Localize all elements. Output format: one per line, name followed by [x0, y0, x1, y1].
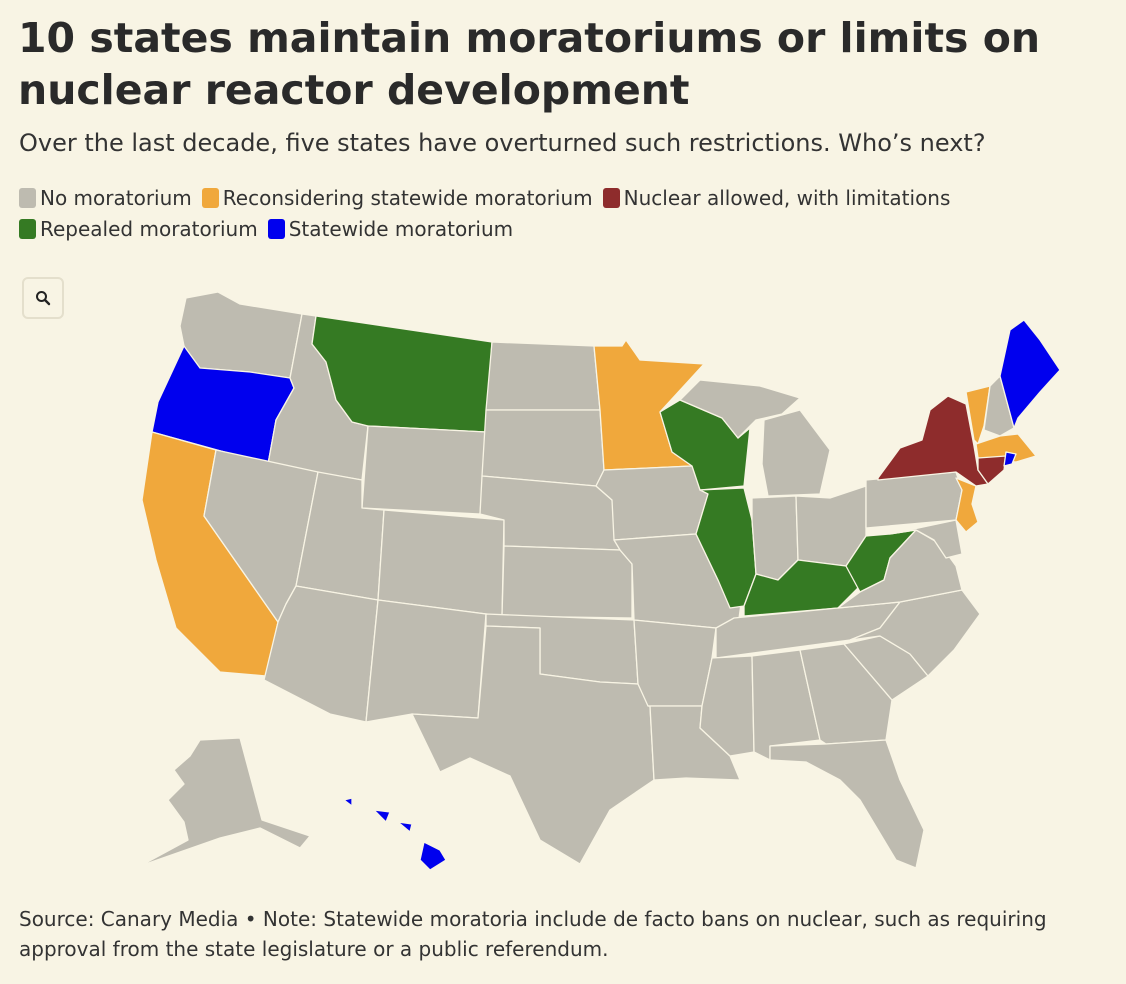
legend-label: No moratorium	[40, 186, 192, 210]
state-michigan[interactable]	[679, 379, 831, 497]
chart-subtitle: Over the last decade, five states have o…	[19, 129, 986, 157]
state-vermont[interactable]	[965, 385, 991, 445]
state-new-york[interactable]	[877, 395, 989, 487]
state-florida[interactable]	[769, 739, 925, 869]
legend-swatch	[201, 188, 219, 208]
search-icon	[36, 291, 51, 306]
legend-label: Statewide moratorium	[288, 217, 514, 241]
legend-label: Nuclear allowed, with limitations	[623, 186, 951, 210]
state-arkansas[interactable]	[633, 619, 717, 707]
state-rhode-island[interactable]	[1003, 451, 1017, 467]
legend-row: Repealed moratorium Statewide moratorium	[19, 216, 513, 242]
state-new-jersey[interactable]	[955, 477, 979, 533]
state-kansas[interactable]	[501, 545, 633, 619]
legend-item-statewide-moratorium: Statewide moratorium	[267, 216, 514, 242]
state-illinois[interactable]	[695, 487, 757, 609]
state-alaska[interactable]	[139, 737, 311, 867]
legend-swatch	[19, 188, 36, 208]
legend-item-reconsidering: Reconsidering statewide moratorium	[201, 185, 593, 211]
us-map	[139, 291, 1061, 871]
legend-swatch	[267, 219, 285, 239]
chart-title: 10 states maintain moratoriums or limits…	[18, 14, 1041, 114]
legend-swatch	[19, 219, 36, 239]
footnote: Source: Canary Media • Note: Statewide m…	[19, 907, 1047, 961]
legend-label: Reconsidering statewide moratorium	[222, 186, 593, 210]
legend-item-no-moratorium: No moratorium	[19, 185, 192, 211]
state-hawaii[interactable]	[343, 797, 447, 871]
state-north-dakota[interactable]	[485, 341, 601, 411]
legend-row: No moratorium Reconsidering statewide mo…	[19, 185, 950, 211]
state-connecticut[interactable]	[977, 455, 1007, 485]
state-south-dakota[interactable]	[481, 409, 605, 487]
state-wyoming[interactable]	[361, 425, 487, 515]
legend-item-limitations: Nuclear allowed, with limitations	[602, 185, 951, 211]
state-new-mexico[interactable]	[365, 599, 487, 723]
state-maine[interactable]	[999, 319, 1061, 429]
state-iowa[interactable]	[595, 465, 709, 541]
legend-label: Repealed moratorium	[40, 217, 258, 241]
legend-item-repealed: Repealed moratorium	[19, 216, 258, 242]
legend-swatch	[602, 188, 620, 208]
state-texas[interactable]	[411, 625, 655, 865]
state-colorado[interactable]	[377, 509, 505, 617]
zoom-button[interactable]	[22, 277, 64, 319]
state-north-carolina[interactable]	[849, 589, 981, 677]
state-new-hampshire[interactable]	[983, 375, 1015, 437]
